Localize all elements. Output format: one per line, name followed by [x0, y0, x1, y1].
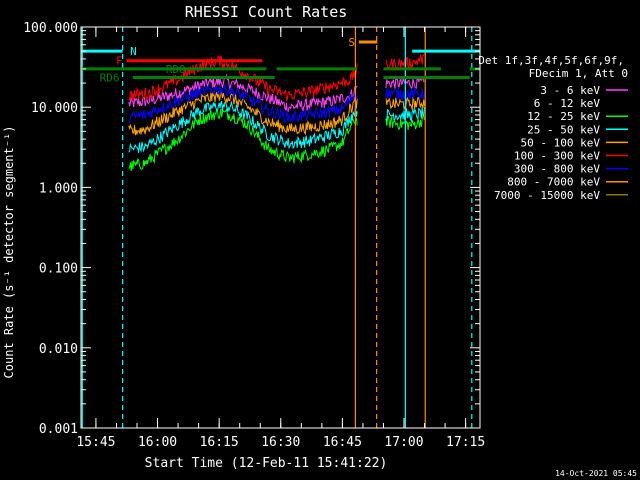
x-tick-label-6: 17:15 [446, 435, 485, 450]
chart-title: RHESSI Count Rates [185, 3, 348, 21]
x-tick-label-4: 16:45 [323, 435, 362, 450]
y-tick-label-5: 100.000 [23, 21, 78, 36]
legend-header-line-2: FDecim 1, Att 0 [529, 67, 628, 80]
legend: Det 1f,3f,4f,5f,6f,9f, FDecim 1, Att 0 3… [478, 54, 628, 202]
x-tick-label-5: 17:00 [384, 435, 423, 450]
plot-area: NF RD0 RD6 S [81, 27, 480, 428]
y-tick-label-1: 0.010 [39, 342, 78, 357]
legend-label-5: 100 - 300 keV [514, 150, 600, 163]
y-tick-label-3: 1.000 [39, 181, 78, 196]
x-axis-label: Start Time (12-Feb-11 15:41:22) [145, 456, 388, 471]
footer-timestamp: 14-Oct-2021 05:45 [555, 469, 637, 478]
legend-label-2: 12 - 25 keV [527, 110, 600, 123]
y-tick-label-0: 0.001 [39, 422, 78, 437]
flag-label-rd6: RD6 [100, 71, 120, 84]
y-tick-label-4: 10.000 [31, 101, 78, 116]
legend-label-3: 25 - 50 keV [527, 123, 600, 136]
flag-label-s: S [348, 36, 355, 49]
legend-label-4: 50 - 100 keV [521, 136, 601, 149]
x-tick-label-3: 16:30 [261, 435, 300, 450]
x-tick-label-1: 16:00 [138, 435, 177, 450]
axes: 0.001 0.010 0.100 1.000 10.000 100.000 15:45 16… [23, 21, 485, 450]
flag-label-rd0: RD0 [166, 63, 186, 76]
x-tick-label-2: 16:15 [200, 435, 239, 450]
flag-label-f: F [116, 55, 123, 68]
legend-label-0: 3 - 6 keV [540, 84, 600, 97]
y-axis-label: Count Rate (s⁻¹ detector segment⁻¹) [2, 126, 16, 379]
y-tick-label-2: 0.100 [39, 262, 78, 277]
legend-label-6: 300 - 800 keV [514, 163, 600, 176]
legend-header-line-1: Det 1f,3f,4f,5f,6f,9f, [478, 54, 624, 67]
flag-label-n: N [130, 45, 137, 58]
legend-label-1: 6 - 12 keV [534, 97, 601, 110]
legend-label-8: 7000 - 15000 keV [494, 189, 600, 202]
legend-label-7: 800 - 7000 keV [507, 176, 600, 189]
x-tick-label-0: 15:45 [76, 435, 115, 450]
